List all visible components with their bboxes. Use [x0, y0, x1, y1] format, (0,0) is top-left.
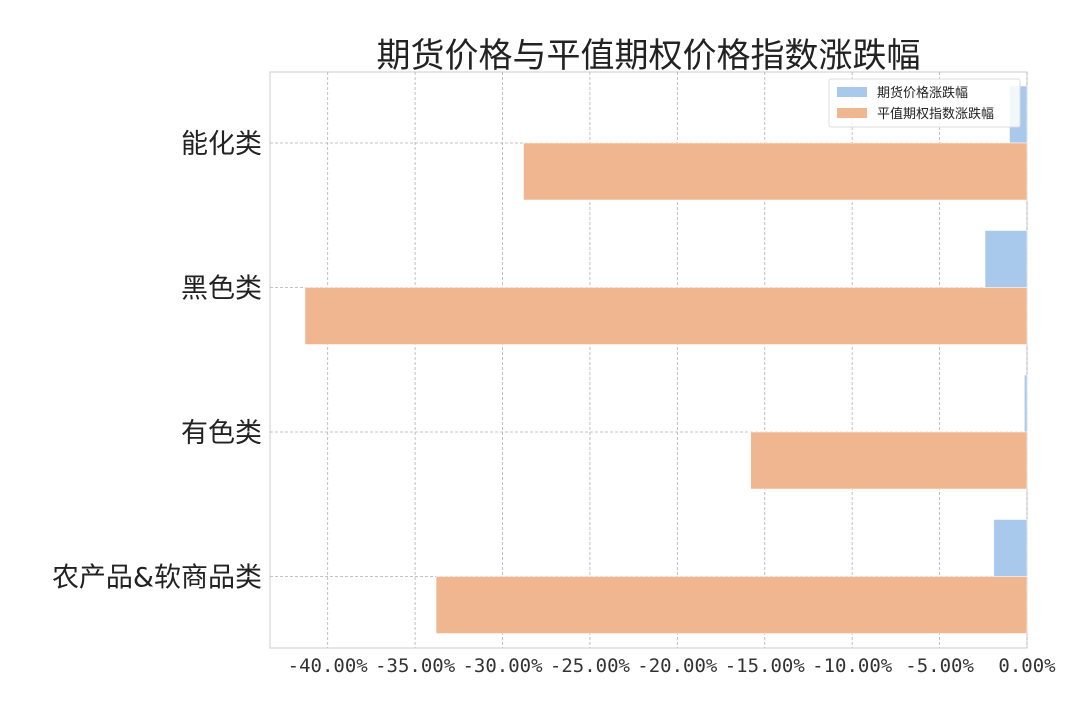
- x-tick-label: -10.00%: [812, 655, 893, 677]
- chart-title: 期货价格与平值期权价格指数涨跌幅: [376, 36, 921, 76]
- x-tick-label: -25.00%: [550, 655, 631, 677]
- option-bar-2: [304, 287, 1028, 345]
- x-tick-label: 0.00%: [998, 655, 1056, 677]
- futures-bar-2: [984, 230, 1028, 288]
- legend-swatch: [837, 108, 867, 118]
- option-bar-1: [523, 142, 1028, 201]
- option-bar-4: [435, 576, 1028, 634]
- legend-box: [828, 78, 1021, 128]
- y-tick-label: 能化类: [181, 129, 262, 160]
- x-tick-label: -40.00%: [288, 655, 369, 677]
- x-tick-label: -20.00%: [637, 655, 718, 677]
- x-tick-label: -30.00%: [462, 655, 543, 677]
- y-tick-label: 黑色类: [181, 274, 262, 305]
- x-tick-label: -15.00%: [725, 655, 806, 677]
- option-bar-3: [750, 431, 1028, 490]
- legend-label: 平值期权指数涨跌幅: [877, 106, 994, 122]
- y-tick-label: 农产品&软商品类: [52, 563, 262, 594]
- x-tick-label: -35.00%: [375, 655, 456, 677]
- y-tick-label: 有色类: [181, 418, 262, 449]
- futures-bar-4: [993, 519, 1028, 577]
- futures-bar-3: [1024, 374, 1028, 433]
- legend-label: 期货价格涨跌幅: [877, 85, 968, 101]
- x-tick-label: -5.00%: [905, 655, 974, 677]
- legend-swatch: [837, 87, 867, 97]
